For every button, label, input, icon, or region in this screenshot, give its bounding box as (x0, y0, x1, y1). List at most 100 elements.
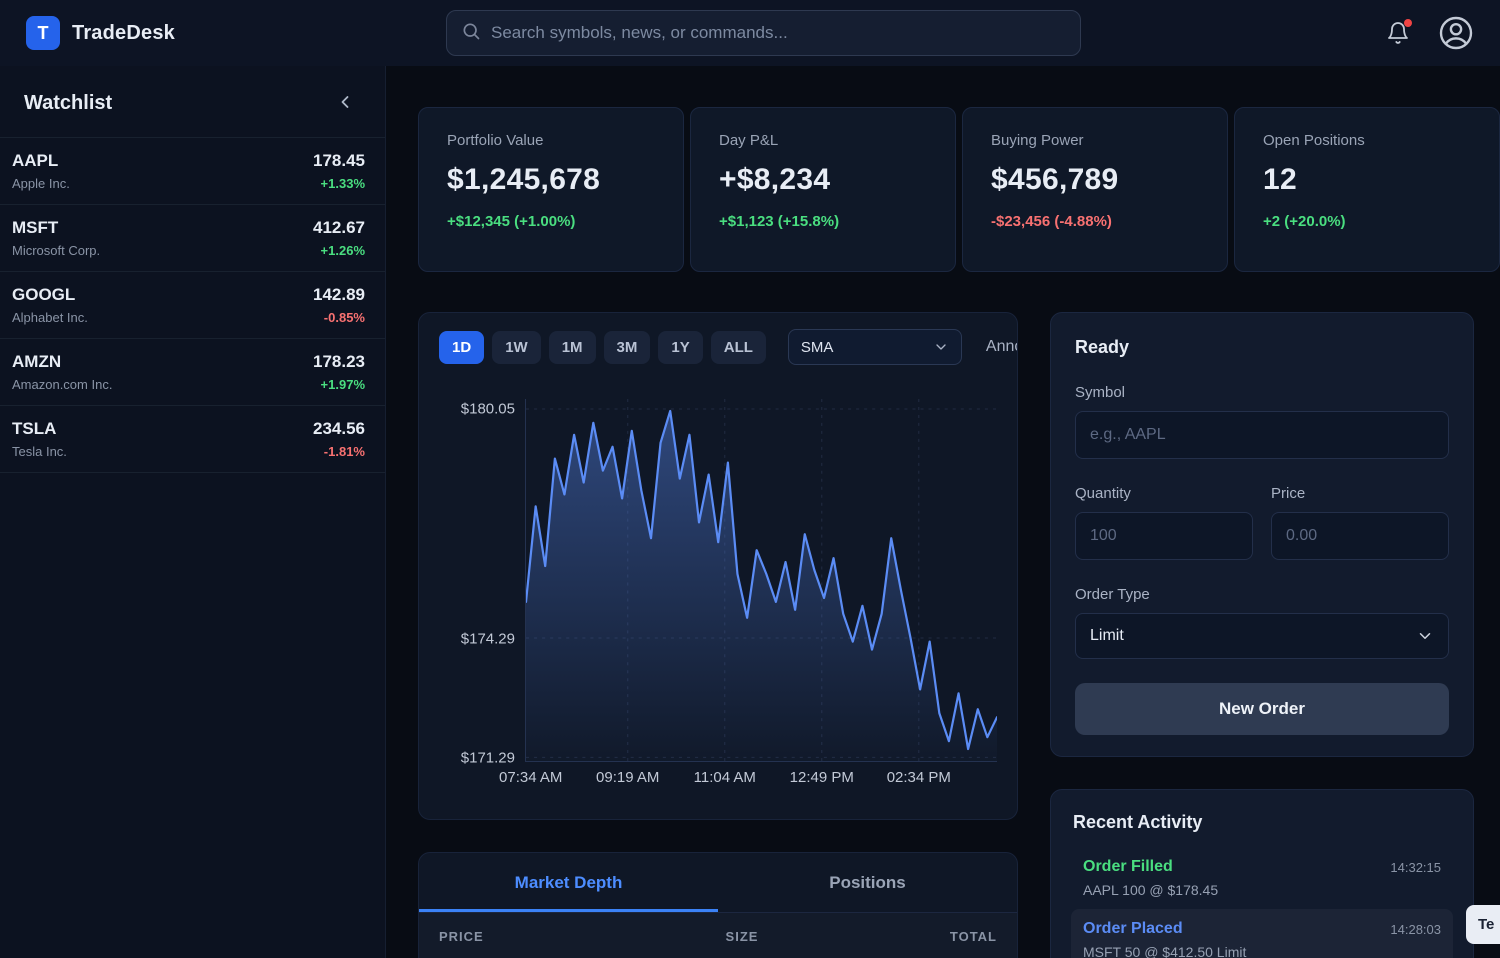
x-tick: 12:49 PM (789, 769, 854, 786)
annotations-toggle[interactable]: Annotations (985, 338, 1017, 355)
watchlist-item[interactable]: GOOGL Alphabet Inc. 142.89 -0.85% (0, 272, 385, 339)
order-form-status: Ready (1075, 337, 1130, 357)
stat-delta: +$12,345 (+1.00%) (447, 213, 576, 230)
chart-toolbar: 1D 1W 1M 3M 1Y ALL SMA Annotations (439, 329, 1017, 365)
app-title: TradeDesk (72, 21, 175, 44)
avatar-icon (1439, 16, 1473, 50)
change: +1.33% (320, 176, 365, 191)
company-name: Amazon.com Inc. (12, 377, 113, 392)
timeframe-button-3m[interactable]: 3M (603, 330, 651, 364)
activity-detail: MSFT 50 @ $412.50 Limit (1083, 944, 1247, 958)
price: 178.45 (313, 151, 365, 170)
bottom-tabs: Market Depth Positions (419, 853, 1017, 913)
chevron-down-icon (936, 344, 946, 350)
stat-delta: +2 (+20.0%) (1263, 213, 1346, 230)
x-tick: 07:34 AM (499, 769, 563, 786)
watchlist-item[interactable]: TSLA Tesla Inc. 234.56 -1.81% (0, 406, 385, 473)
market-depth-panel: Market Depth Positions PRICE SIZE TOTAL (418, 852, 1018, 958)
activity-time: 14:32:15 (1390, 860, 1441, 875)
search-bar[interactable] (446, 10, 1081, 56)
stats-row: Portfolio Value $1,245,678 +$12,345 (+1.… (418, 107, 1500, 272)
recent-activity-panel: Recent Activity Order Filled AAPL 100 @ … (1050, 789, 1474, 958)
activity-time: 14:28:03 (1390, 922, 1441, 937)
y-tick: $171.29 (460, 749, 515, 767)
bell-icon (1388, 22, 1408, 44)
tab-positions[interactable]: Positions (829, 873, 906, 892)
toast[interactable]: Te (1466, 905, 1500, 944)
activity-event: Order Placed (1083, 920, 1183, 937)
order-form-panel: Ready Symbol Quantity Price Order Type L… (1050, 312, 1474, 757)
notifications-button[interactable] (1386, 19, 1412, 45)
x-tick: 11:04 AM (693, 769, 756, 786)
stat-value: $1,245,678 (447, 163, 601, 196)
y-tick: $174.29 (460, 630, 515, 648)
price: 142.89 (313, 285, 365, 304)
symbol: AMZN (12, 352, 62, 371)
stat-card-buying-power: Buying Power $456,789 -$23,456 (-4.88%) (962, 107, 1228, 272)
x-tick: 09:19 AM (596, 769, 660, 786)
timeframe-button-1y[interactable]: 1Y (658, 330, 703, 364)
price-input[interactable] (1271, 512, 1449, 560)
watchlist-item[interactable]: AAPL Apple Inc. 178.45 +1.33% (0, 138, 385, 205)
change: -1.81% (323, 444, 365, 459)
y-tick: $180.05 (460, 400, 515, 418)
chart-x-axis: 07:34 AM 09:19 AM 11:04 AM 12:49 PM 02:3… (499, 761, 997, 786)
stat-label: Open Positions (1263, 132, 1365, 149)
change: -0.85% (323, 310, 365, 325)
account-button[interactable] (1438, 15, 1474, 51)
brand: T TradeDesk (26, 16, 386, 50)
activity-detail: AAPL 100 @ $178.45 (1083, 882, 1219, 898)
notification-dot (1404, 19, 1412, 27)
company-name: Tesla Inc. (12, 444, 67, 459)
collapse-sidebar-button[interactable] (335, 92, 355, 115)
stat-label: Portfolio Value (447, 132, 544, 149)
new-order-button[interactable]: New Order (1075, 683, 1449, 735)
main-content: Portfolio Value $1,245,678 +$12,345 (+1.… (386, 66, 1500, 958)
activity-title: Recent Activity (1073, 812, 1203, 832)
stat-value: 12 (1263, 163, 1297, 196)
timeframe-button-1m[interactable]: 1M (548, 330, 596, 364)
symbol: TSLA (12, 419, 57, 438)
timeframe-button-all[interactable]: ALL (710, 330, 766, 364)
activity-item[interactable]: Order Filled AAPL 100 @ $178.45 14:32:15 (1071, 847, 1453, 909)
stat-label: Day P&L (719, 132, 779, 149)
price-chart[interactable]: 07:34 AM 09:19 AM 11:04 AM 12:49 PM 02:3… (499, 399, 997, 786)
stat-value: +$8,234 (719, 163, 831, 196)
watchlist-title: Watchlist (24, 92, 113, 114)
column-total: TOTAL (949, 929, 997, 944)
stat-delta: -$23,456 (-4.88%) (991, 213, 1112, 230)
price: 234.56 (313, 419, 365, 438)
symbol-input[interactable] (1075, 411, 1449, 459)
company-name: Alphabet Inc. (12, 310, 88, 325)
price-label: Price (1271, 485, 1306, 502)
stat-delta: +$1,123 (+15.8%) (719, 213, 840, 230)
change: +1.26% (320, 243, 365, 258)
price: 412.67 (313, 218, 365, 237)
company-name: Microsoft Corp. (12, 243, 101, 258)
watchlist-item[interactable]: AMZN Amazon.com Inc. 178.23 +1.97% (0, 339, 385, 406)
column-price: PRICE (439, 929, 484, 944)
timeframe-button-1w[interactable]: 1W (492, 330, 541, 364)
order-type-value: Limit (1090, 627, 1124, 644)
watchlist-item[interactable]: MSFT Microsoft Corp. 412.67 +1.26% (0, 205, 385, 272)
stat-label: Buying Power (991, 132, 1084, 149)
quantity-label: Quantity (1075, 485, 1131, 502)
price: 178.23 (313, 352, 365, 371)
stat-card-day-pnl: Day P&L +$8,234 +$1,123 (+15.8%) (690, 107, 956, 272)
timeframe-button-1d[interactable]: 1D (439, 330, 485, 364)
chevron-down-icon (1419, 633, 1431, 639)
order-type-select[interactable]: Limit (1075, 613, 1449, 659)
activity-event: Order Filled (1083, 858, 1173, 875)
indicator-select[interactable]: SMA (787, 329, 962, 365)
activity-item[interactable]: Order Placed MSFT 50 @ $412.50 Limit 14:… (1071, 909, 1453, 958)
chart-panel: 1D 1W 1M 3M 1Y ALL SMA Annotations $180.… (418, 312, 1018, 820)
search-icon (461, 21, 481, 46)
stat-value: $456,789 (991, 163, 1119, 196)
stat-card-open-positions: Open Positions 12 +2 (+20.0%) (1234, 107, 1500, 272)
indicator-value: SMA (800, 338, 834, 356)
tab-market-depth[interactable]: Market Depth (419, 853, 718, 912)
x-tick: 02:34 PM (886, 769, 951, 786)
stat-card-portfolio-value: Portfolio Value $1,245,678 +$12,345 (+1.… (418, 107, 684, 272)
quantity-input[interactable] (1075, 512, 1253, 560)
search-input[interactable] (491, 23, 1066, 43)
